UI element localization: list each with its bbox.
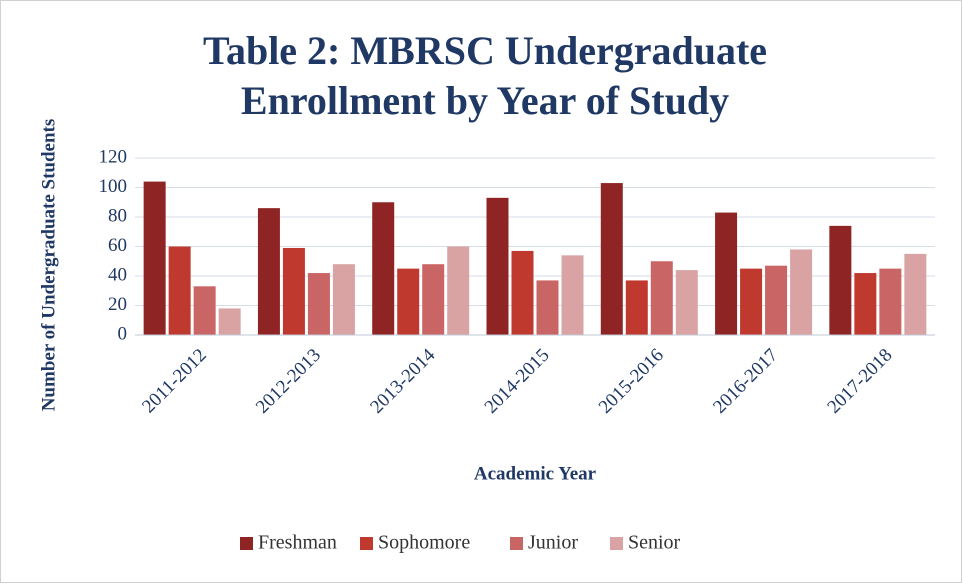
legend-swatch bbox=[360, 537, 373, 550]
bar bbox=[854, 273, 877, 335]
legend-label: Junior bbox=[528, 532, 578, 554]
bar bbox=[650, 261, 673, 335]
bar bbox=[904, 253, 927, 335]
bar bbox=[511, 250, 534, 335]
bar bbox=[536, 280, 559, 335]
bar bbox=[332, 264, 355, 335]
y-tick-label: 120 bbox=[99, 146, 128, 167]
y-tick-label: 80 bbox=[108, 205, 127, 226]
bar bbox=[765, 265, 788, 335]
bar bbox=[675, 270, 698, 335]
bar bbox=[422, 264, 445, 335]
bar bbox=[307, 273, 330, 335]
legend-swatch bbox=[240, 537, 253, 550]
bar bbox=[218, 308, 241, 335]
bar bbox=[143, 181, 166, 335]
y-tick-label: 100 bbox=[99, 176, 128, 197]
bar bbox=[740, 268, 763, 335]
legend-label: Sophomore bbox=[378, 532, 470, 554]
legend-swatch bbox=[610, 537, 623, 550]
chart-title: Table 2: MBRSC Undergraduate bbox=[203, 28, 767, 73]
chart-title: Enrollment by Year of Study bbox=[241, 78, 729, 123]
y-tick-label: 0 bbox=[118, 323, 128, 344]
bar bbox=[168, 246, 191, 335]
bar bbox=[561, 255, 584, 335]
y-axis-label: Number of Undergraduate Students bbox=[38, 119, 59, 412]
bar bbox=[447, 246, 470, 335]
bar bbox=[193, 286, 216, 335]
bar bbox=[790, 249, 813, 335]
bar bbox=[625, 280, 648, 335]
y-tick-label: 20 bbox=[108, 294, 127, 315]
bar bbox=[282, 247, 305, 335]
bar bbox=[257, 208, 280, 335]
bar bbox=[715, 212, 738, 335]
y-tick-label: 40 bbox=[108, 264, 127, 285]
y-tick-label: 60 bbox=[108, 235, 127, 256]
bar bbox=[600, 183, 623, 335]
bar bbox=[879, 268, 902, 335]
legend-label: Freshman bbox=[258, 532, 337, 554]
x-axis-label: Academic Year bbox=[474, 463, 597, 484]
bar bbox=[372, 202, 395, 335]
legend-label: Senior bbox=[628, 532, 681, 554]
bar bbox=[486, 197, 509, 335]
bar bbox=[397, 268, 420, 335]
bar bbox=[829, 225, 852, 335]
legend-swatch bbox=[510, 537, 523, 550]
